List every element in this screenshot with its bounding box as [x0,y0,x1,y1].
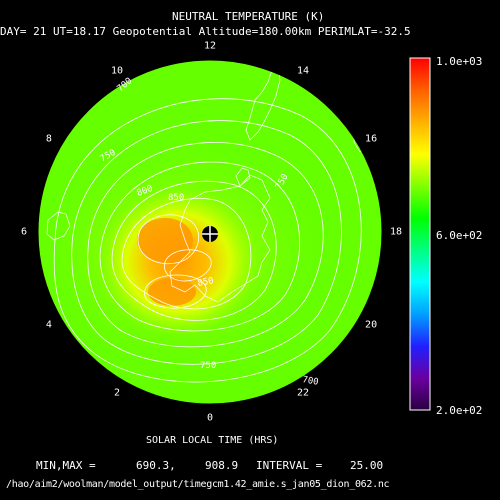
stats-minmax-label: MIN,MAX = [36,459,96,472]
australia-coastline [46,211,71,241]
contour-750 [87,142,324,348]
south-pole-marker [202,226,218,242]
hour-label-4: 4 [45,319,52,331]
contour-700-outer [53,98,362,383]
antarctica-coastline [169,174,271,303]
hour-label-16: 16 [365,133,378,145]
stats-interval-value: 25.00 [350,459,384,472]
contour-label-850: 850 [168,193,184,203]
contour-825 [121,198,252,310]
colorbar-min-label: 2.0e+02 [436,404,483,417]
stats-max-value: 908.9 [205,459,239,472]
contour-lines [53,98,362,383]
colorbar [409,57,431,411]
colorbar-mid-label: 6.0e+02 [436,229,483,242]
contour-775 [99,161,301,332]
contour-label-850: 850 [197,276,215,289]
hour-label-12: 12 [203,40,217,52]
colorbar-max-label: 1.0e+03 [436,55,483,68]
peninsula-coastline [235,167,251,187]
colorbar-gradient [409,57,431,411]
hour-label-22: 22 [296,387,310,399]
contour-800 [111,180,277,321]
stats-min-value: 690.3, [136,459,176,472]
hour-label-10: 10 [110,65,124,77]
disc-boundary [37,59,383,405]
contour-inner-ring [163,249,212,282]
hour-label-14: 14 [296,65,310,77]
hour-label-0: 0 [206,412,214,424]
plot-subtitle: DAY= 21 UT=18.17 Geopotential Altitude=1… [0,25,411,38]
africa-coastline [353,111,373,153]
hour-label-18: 18 [389,226,403,238]
contour-850-a [137,214,200,265]
plot-title: NEUTRAL TEMPERATURE (K) [172,10,325,23]
hour-label-20: 20 [365,319,378,331]
hour-label-2: 2 [113,387,121,399]
hour-label-8: 8 [45,133,52,145]
contour-850-b [144,274,207,309]
contour-label-700: 700 [301,375,319,388]
contour-label-750: 750 [200,361,216,371]
south-america-coastline [245,65,281,141]
hour-label-6: 6 [20,226,28,238]
file-path: /hao/aim2/woolman/model_output/timegcm1.… [6,479,390,490]
contour-725 [71,120,342,365]
axis-label: SOLAR LOCAL TIME (HRS) [146,435,279,446]
stats-interval-label: INTERVAL = [256,459,323,472]
